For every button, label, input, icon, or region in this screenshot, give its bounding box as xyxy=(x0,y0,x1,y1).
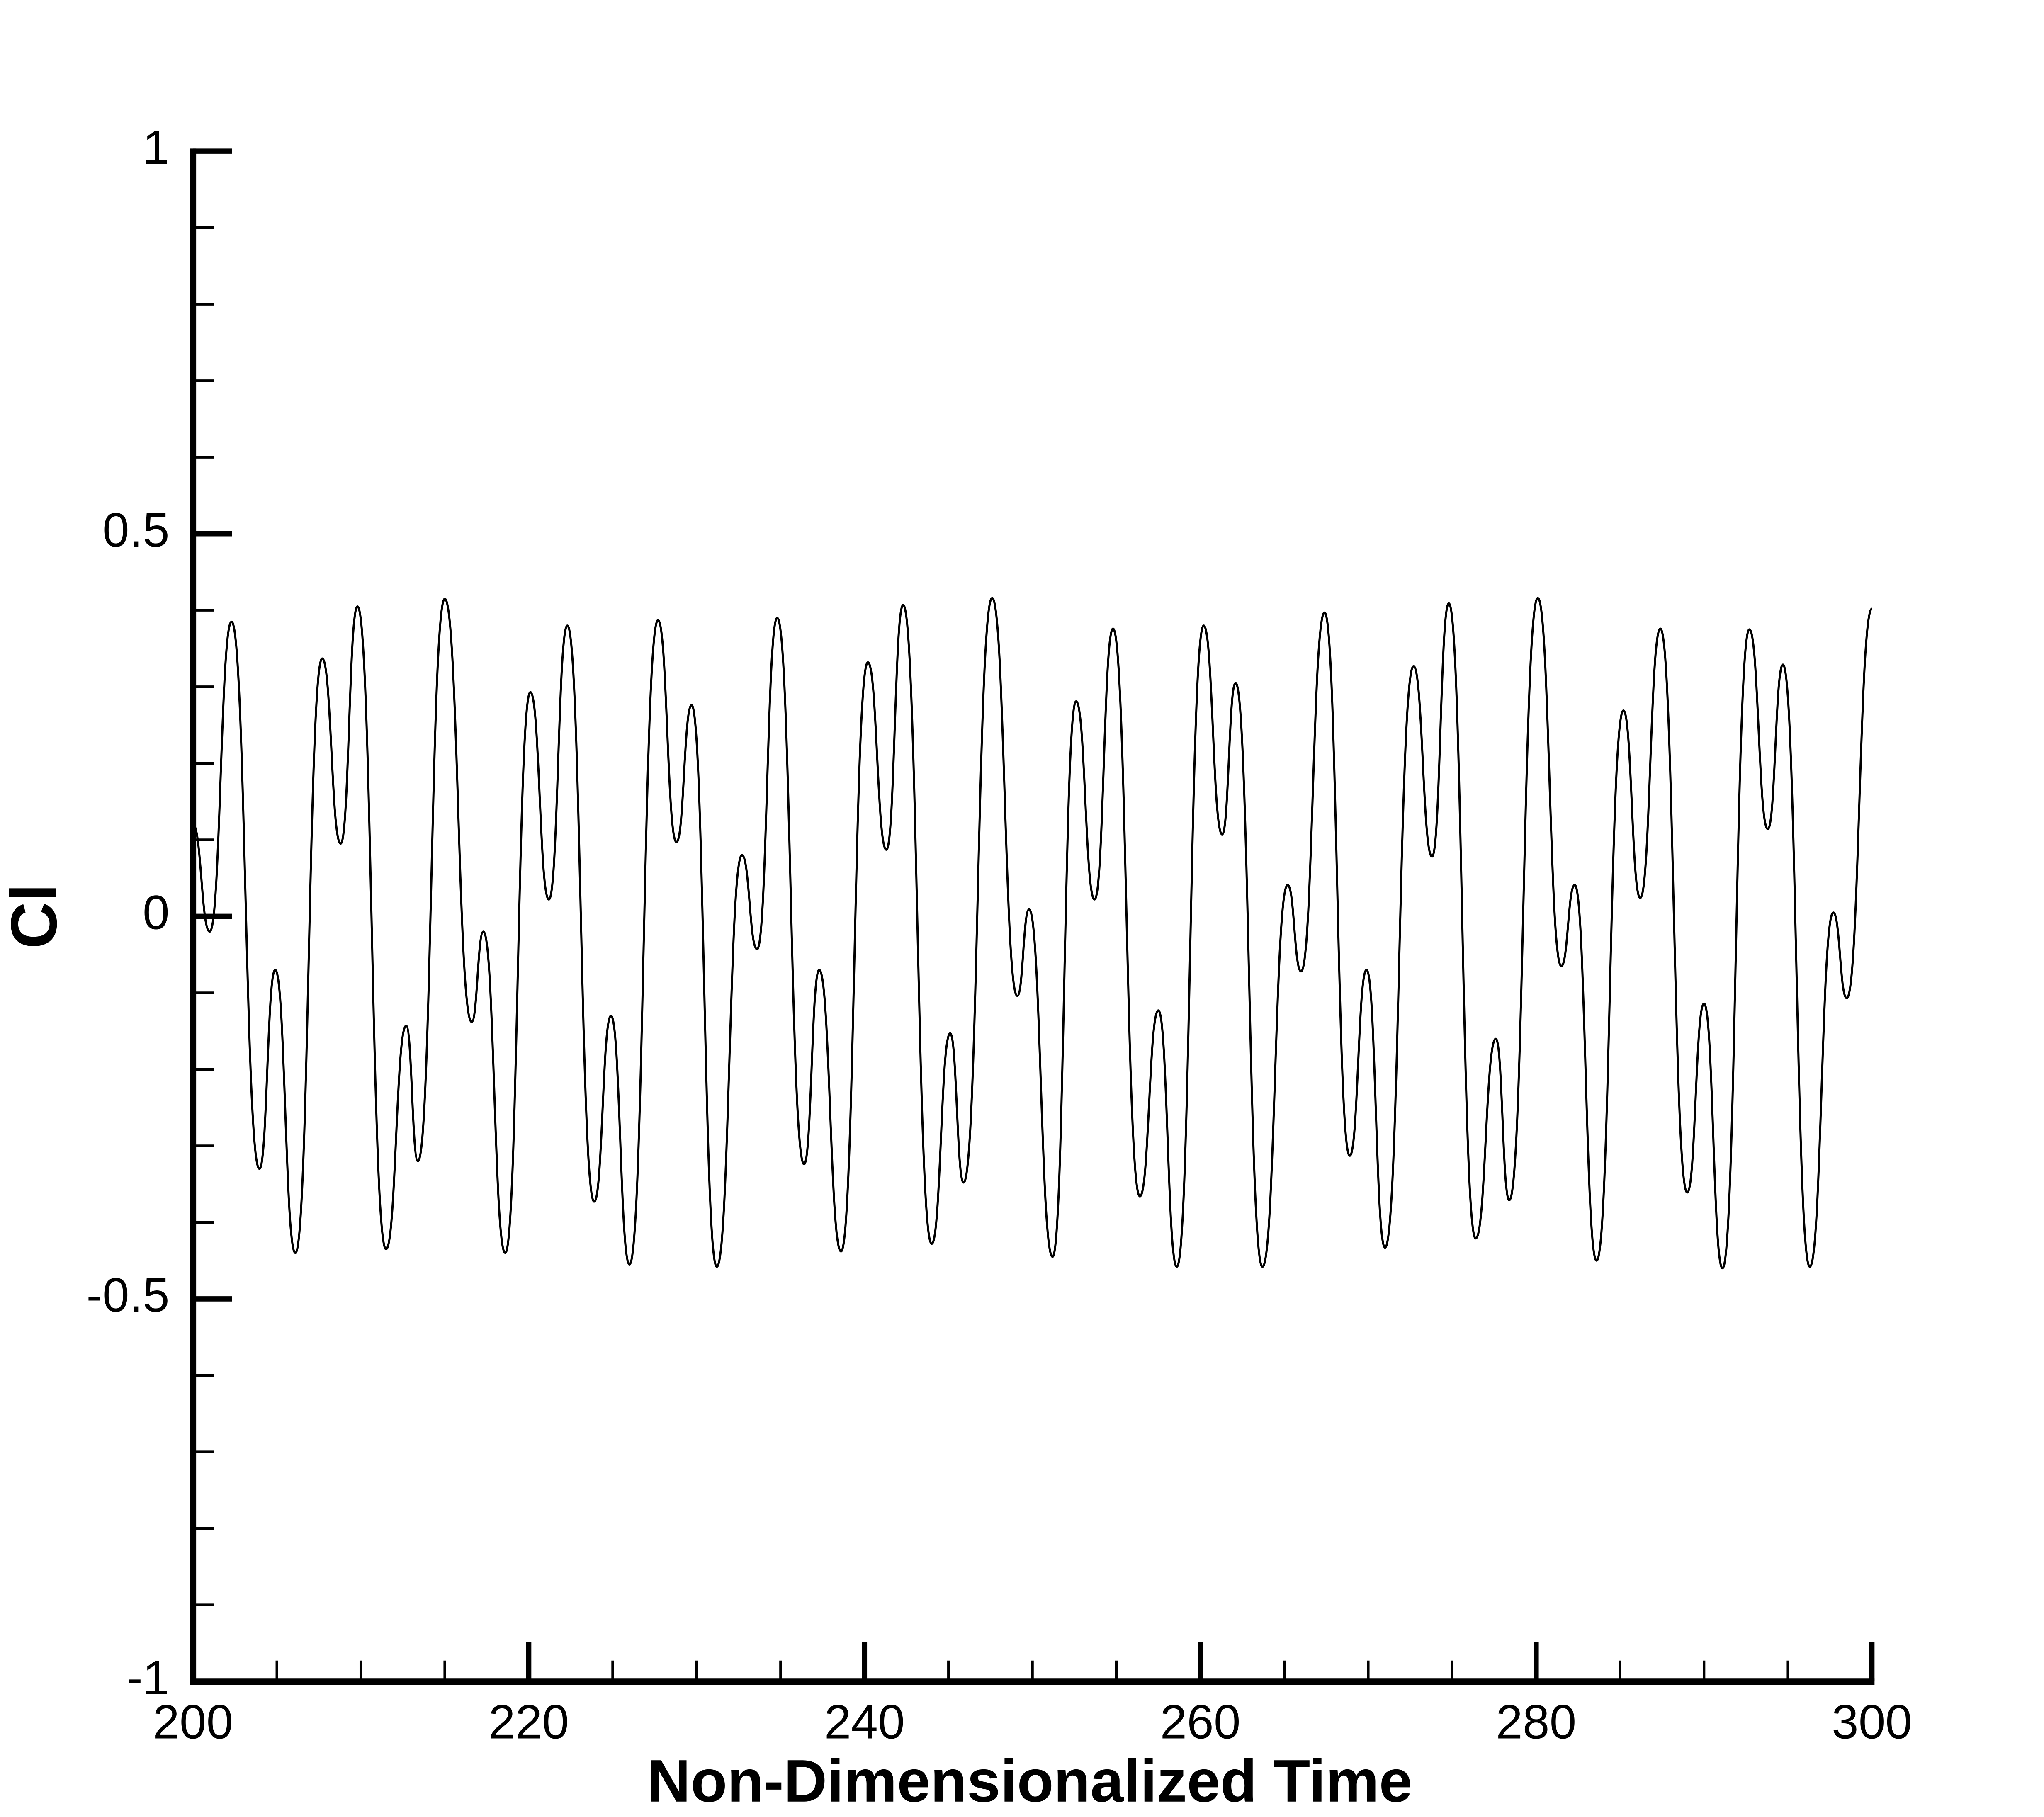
x-tick-label: 220 xyxy=(489,1695,569,1749)
y-tick-label: -1 xyxy=(126,1651,169,1705)
x-tick-label: 240 xyxy=(824,1695,905,1749)
x-tick-label: 300 xyxy=(1832,1695,1912,1749)
y-axis-title: Cl xyxy=(0,884,70,949)
y-tick-label: 1 xyxy=(143,120,170,174)
x-tick-label: 280 xyxy=(1496,1695,1576,1749)
y-tick-label: 0.5 xyxy=(102,503,170,557)
x-tick-label: 200 xyxy=(153,1695,233,1749)
data-line xyxy=(192,597,1873,1270)
x-axis-title: Non-Dimensionalized Time xyxy=(647,1747,1412,1815)
y-tick-label: 0 xyxy=(143,886,170,940)
y-tick-label: -0.5 xyxy=(86,1268,169,1322)
x-tick-label: 260 xyxy=(1160,1695,1241,1749)
